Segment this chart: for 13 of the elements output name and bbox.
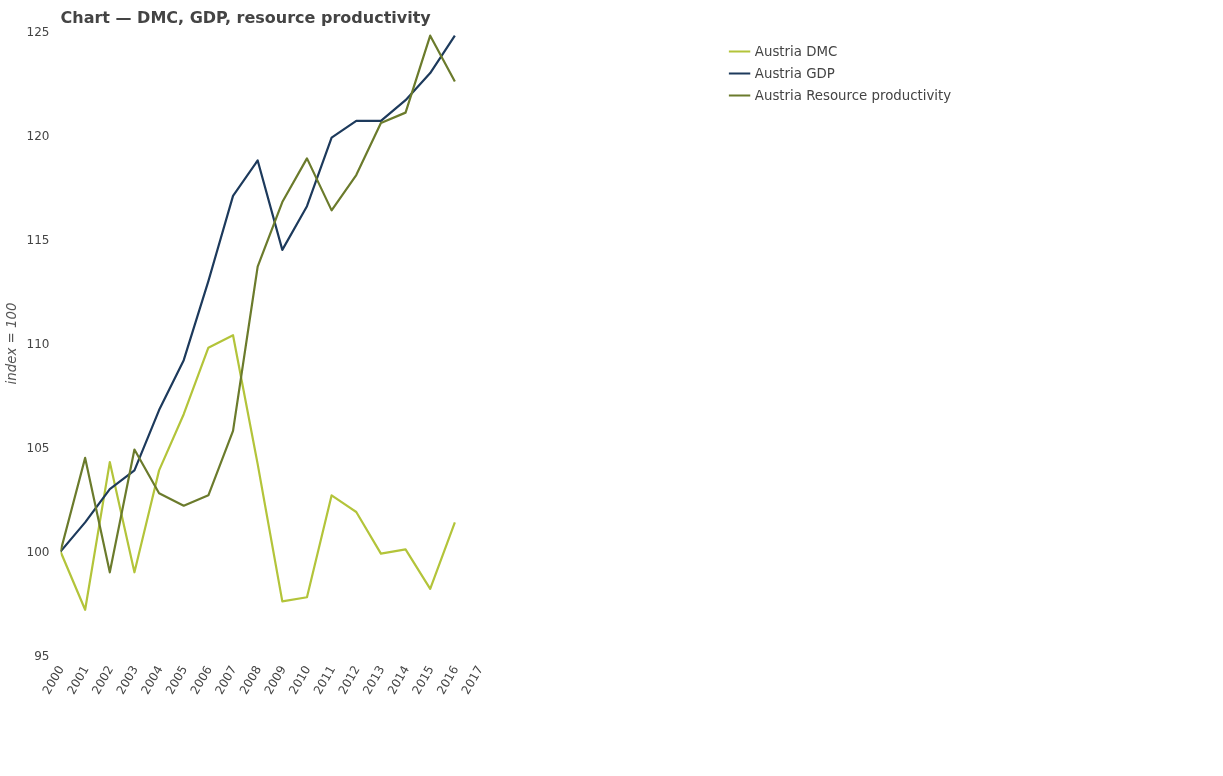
y-tick-label: 125 bbox=[26, 25, 50, 39]
legend-label: Austria GDP bbox=[754, 65, 835, 81]
y-tick-label: 95 bbox=[34, 649, 50, 663]
y-axis-title: index = 100 bbox=[3, 302, 19, 385]
y-tick-label: 100 bbox=[26, 545, 50, 559]
legend-label: Austria DMC bbox=[754, 43, 838, 59]
y-tick-label: 120 bbox=[26, 129, 50, 143]
legend-label: Austria Resource productivity bbox=[754, 87, 952, 103]
chart-title: Chart — DMC, GDP, resource productivity bbox=[60, 7, 432, 27]
y-tick-label: 110 bbox=[26, 337, 50, 351]
line-series bbox=[60, 334, 456, 611]
y-tick-label: 105 bbox=[26, 441, 50, 455]
y-tick-label: 115 bbox=[26, 233, 50, 247]
